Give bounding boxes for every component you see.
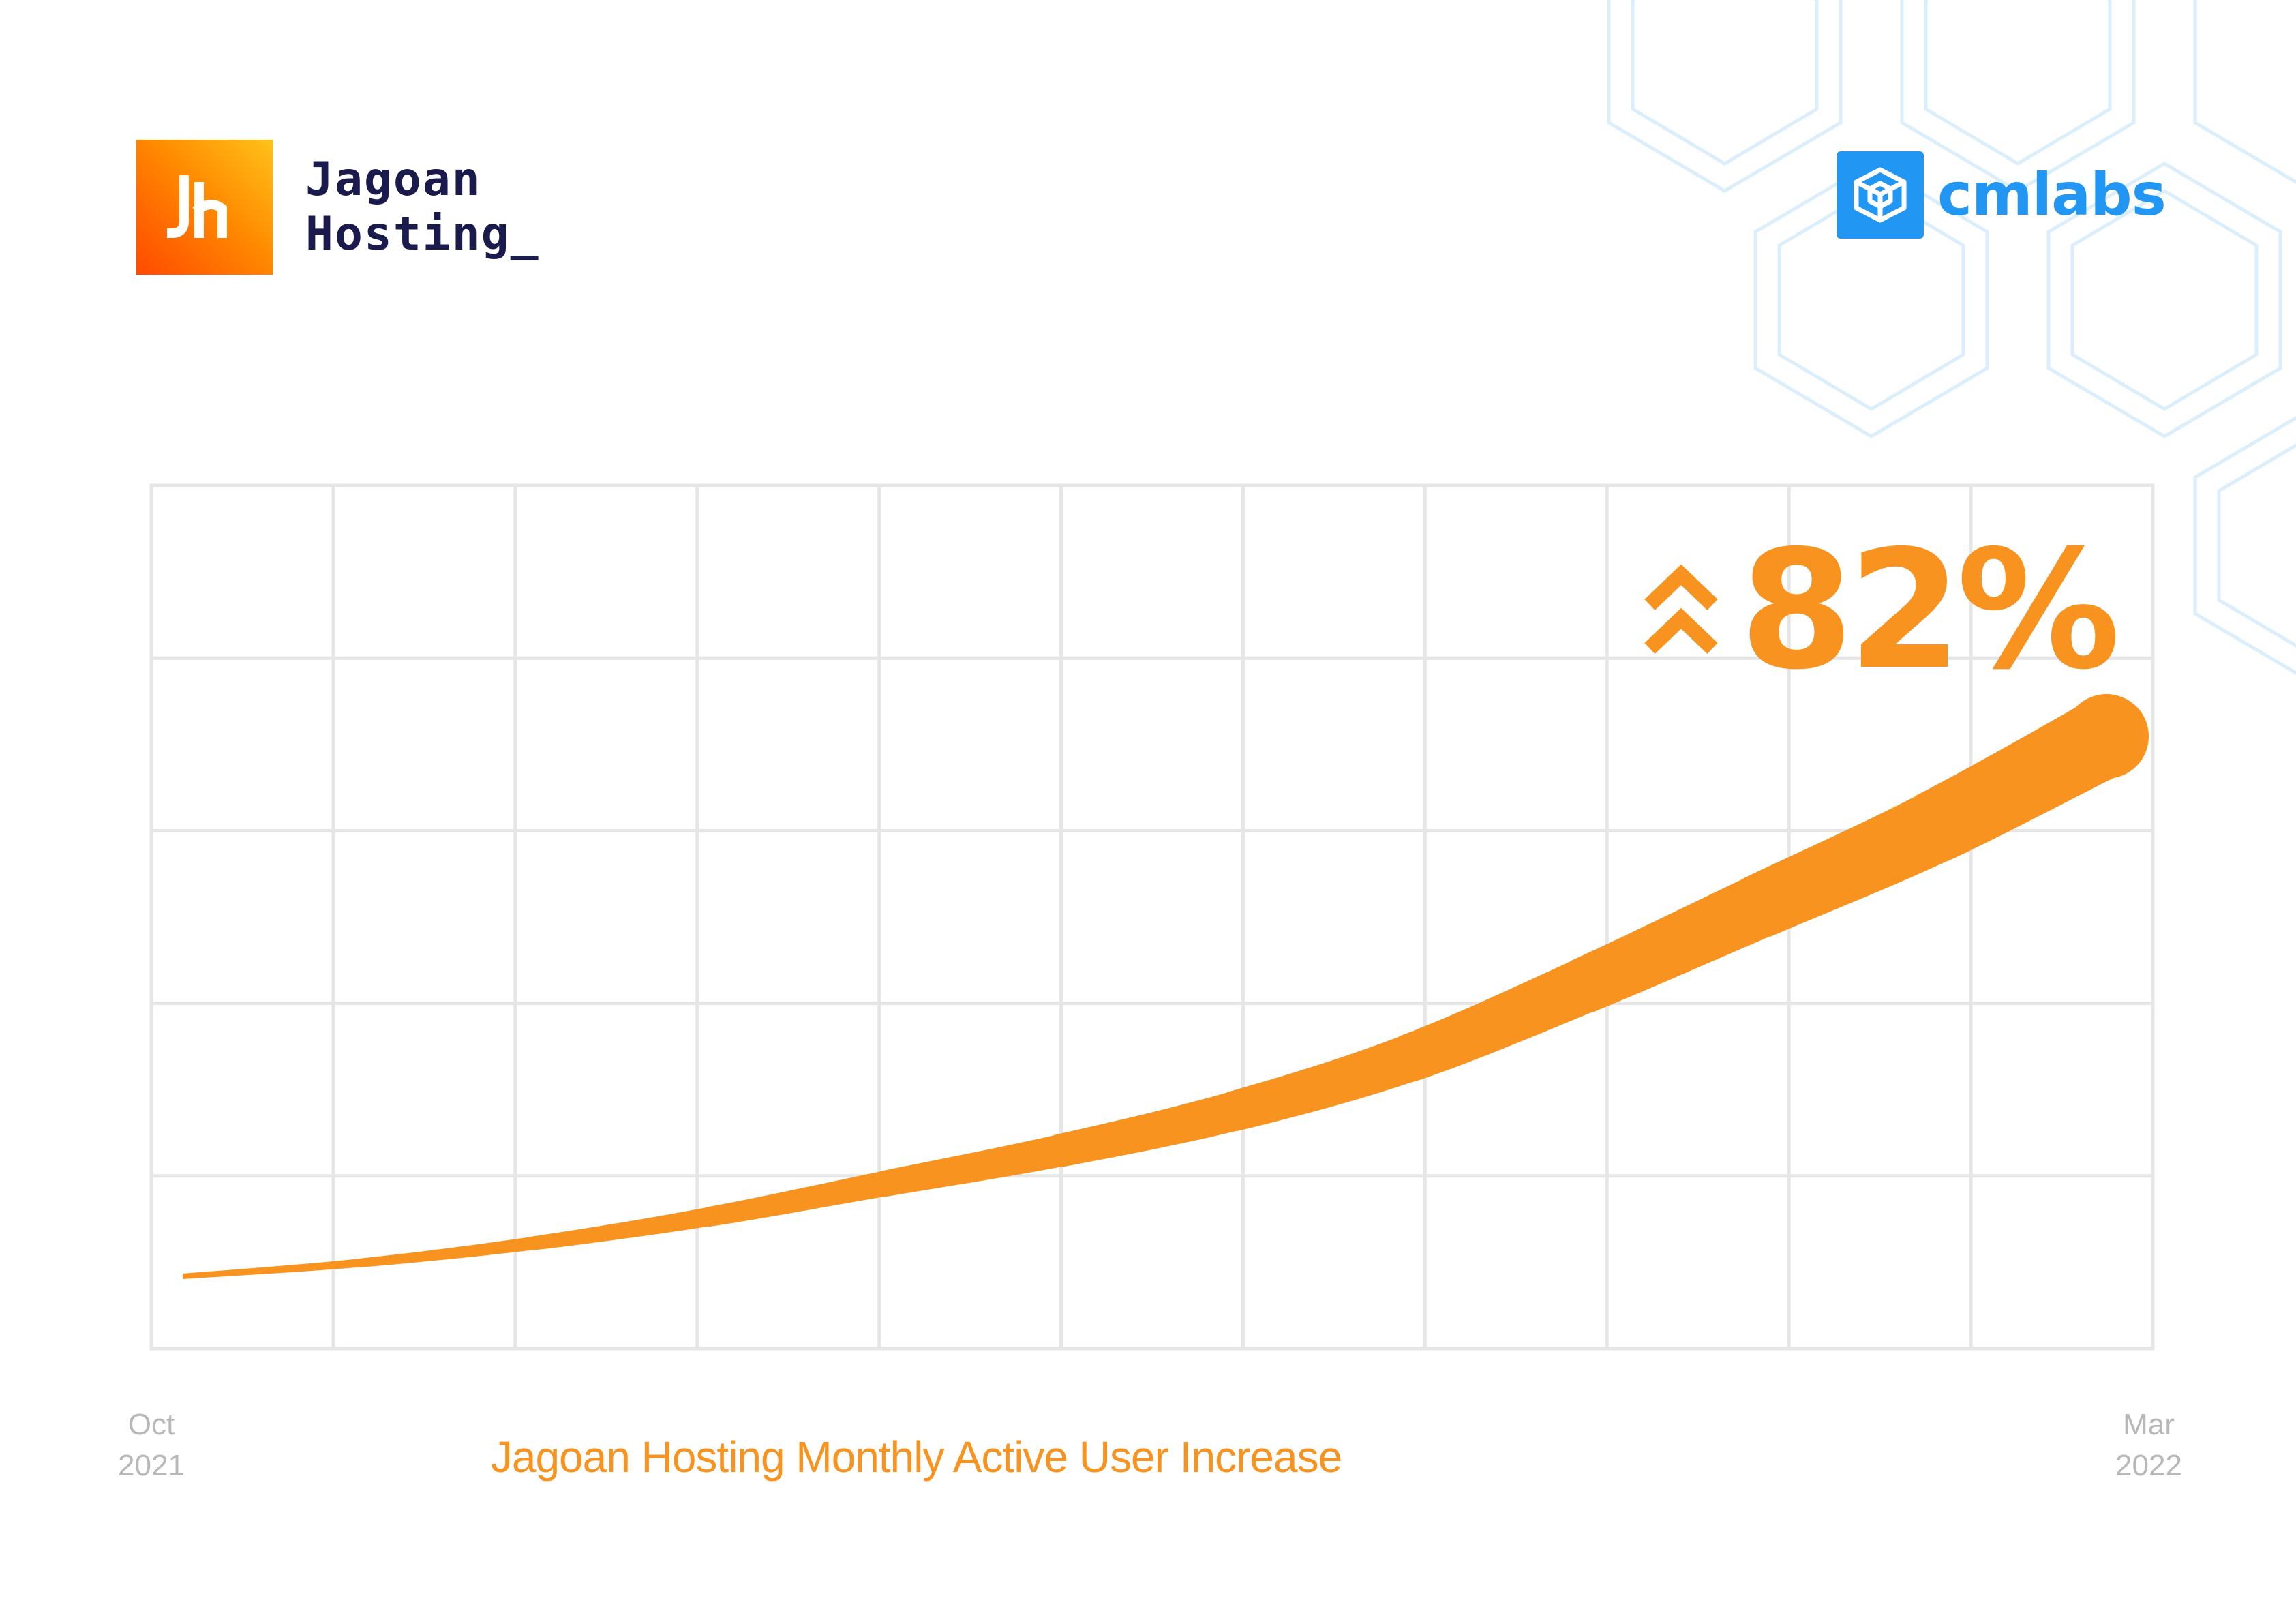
increase-annotation: 82% bbox=[1643, 515, 2120, 706]
cmlabs-cube-logo-icon bbox=[1837, 151, 1924, 239]
jagoan-hosting-brand: Jagoan Hosting_ bbox=[136, 140, 540, 275]
increase-percentage: 82% bbox=[1740, 515, 2120, 706]
growth-curve-end-cap bbox=[2064, 694, 2149, 779]
jagoan-hosting-wordmark: Jagoan Hosting_ bbox=[305, 153, 540, 262]
chart-title: Jagoan Hosting Monthly Active User Incre… bbox=[490, 1432, 1342, 1482]
x-end-year: 2022 bbox=[2115, 1449, 2182, 1482]
x-start-year: 2021 bbox=[118, 1449, 185, 1482]
growth-curve bbox=[182, 695, 2147, 1279]
cmlabs-wordmark: cmlabs bbox=[1937, 161, 2166, 229]
x-start-month: Oct bbox=[127, 1408, 175, 1441]
x-end-month: Mar bbox=[2123, 1408, 2175, 1441]
chart-frame bbox=[149, 483, 2155, 1351]
brand-name-line2: Hosting_ bbox=[305, 207, 540, 261]
x-axis-end-label: Mar 2022 bbox=[2106, 1404, 2191, 1486]
brand-name-line1: Jagoan bbox=[305, 153, 481, 207]
x-axis-start-label: Oct 2021 bbox=[109, 1404, 194, 1486]
chart-series bbox=[182, 694, 2149, 1279]
jagoan-hosting-logo-icon bbox=[136, 140, 273, 275]
double-chevron-up-icon bbox=[1644, 564, 1718, 654]
cmlabs-brand: cmlabs bbox=[1837, 151, 2166, 239]
